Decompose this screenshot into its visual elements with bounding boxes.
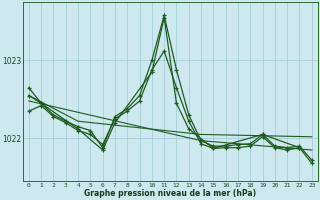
X-axis label: Graphe pression niveau de la mer (hPa): Graphe pression niveau de la mer (hPa) [84,189,256,198]
